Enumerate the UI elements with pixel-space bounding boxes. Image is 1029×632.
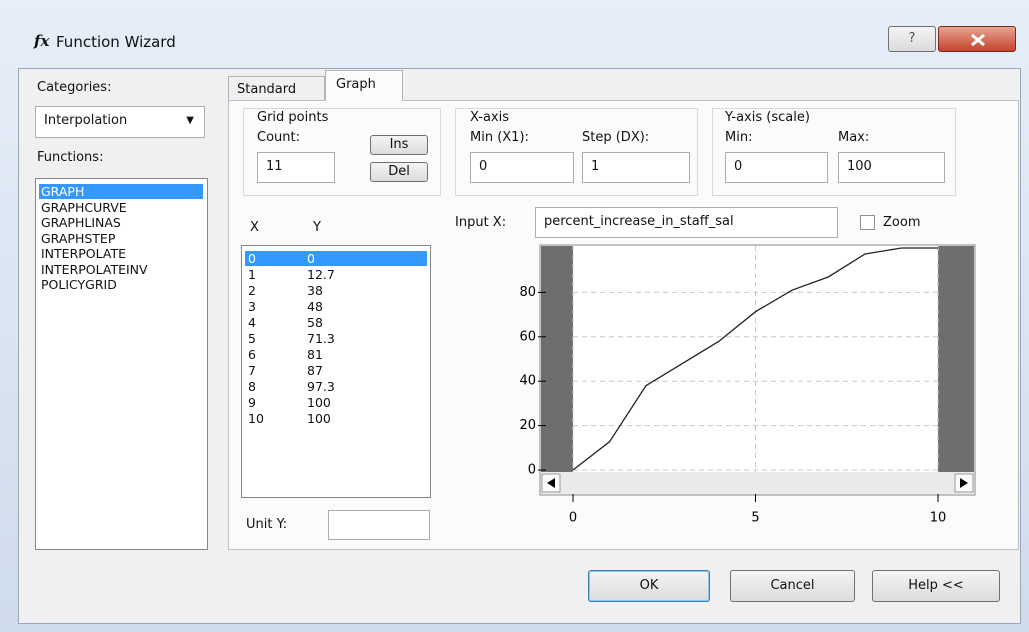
y-tick-label: 80 (519, 285, 536, 300)
dialog-window: fx Function Wizard ? Categories: Interpo… (0, 0, 1029, 632)
scrollbar[interactable] (541, 472, 974, 494)
x-tick-label: 10 (930, 511, 947, 526)
x-tick-label: 5 (751, 511, 759, 526)
x-tick-label: 0 (569, 511, 577, 526)
y-tick-label: 20 (519, 418, 536, 433)
plot-frame (540, 245, 975, 495)
graph: 0 20 40 60 80 0 5 10 (0, 0, 1029, 632)
out-of-range-right (938, 246, 974, 472)
tab-graph[interactable]: Graph (325, 70, 403, 101)
page: {"window": {"icon": "fx", "title": "Func… (0, 0, 1029, 632)
y-tick-label: 0 (528, 463, 536, 478)
y-tick-label: 40 (519, 374, 536, 389)
y-tick-label: 60 (519, 329, 536, 344)
out-of-range-left (541, 246, 573, 472)
